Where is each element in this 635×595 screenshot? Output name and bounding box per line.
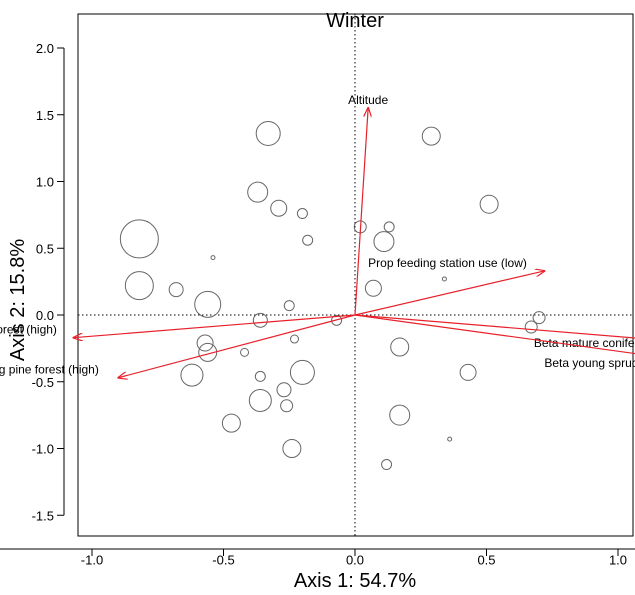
site-point-13 [124, 271, 154, 301]
site-point-3 [247, 181, 269, 203]
site-point-27 [240, 347, 250, 357]
site-point-40 [381, 459, 393, 471]
y-tick-label-3: -0.5 [32, 375, 54, 390]
site-point-17 [441, 276, 447, 282]
x-tick-label-3: -1.0 [81, 553, 103, 568]
vector-arrow-3 [74, 314, 356, 338]
vector-label-6: Beta young spruce forest (low) [544, 356, 635, 370]
site-point-28 [180, 363, 204, 387]
x-tick-label-6: 0.5 [477, 553, 495, 568]
vector-arrow-2 [354, 271, 544, 316]
vector-label-5: Beta mature conifer forest (high) [534, 336, 635, 350]
axes: -2.0-1.5-1.0-0.50.00.51.01.52.0-1.5-1.0-… [0, 41, 635, 568]
site-point-31 [390, 337, 410, 357]
site-point-1 [255, 120, 281, 146]
x-axis-label: Axis 1: 54.7% [294, 570, 417, 592]
y-tick-label-6: 1.0 [36, 175, 54, 190]
quadrant-labels: IIIIIIIV [0, 105, 635, 461]
site-points [119, 120, 546, 471]
y-tick-label-7: 1.5 [36, 108, 54, 123]
site-point-38 [447, 436, 453, 442]
x-tick-label-7: 1.0 [609, 553, 627, 568]
y-tick-label-2: -1.0 [32, 442, 54, 457]
site-point-8 [383, 221, 395, 233]
site-point-35 [280, 399, 294, 413]
site-point-5 [296, 208, 308, 220]
site-point-39 [282, 439, 302, 458]
site-point-2 [421, 126, 441, 146]
site-point-22 [524, 320, 538, 334]
site-point-14 [168, 282, 184, 298]
vector-arrow-6 [354, 314, 635, 355]
site-point-26 [198, 342, 218, 362]
site-point-37 [221, 413, 241, 433]
site-point-18 [283, 300, 295, 312]
site-point-10 [302, 234, 314, 246]
site-point-16 [364, 279, 382, 297]
site-point-20 [331, 314, 343, 326]
vector-arrow-4 [118, 314, 356, 378]
y-tick-label-1: -1.5 [32, 508, 54, 523]
vector-arrow-1 [354, 108, 368, 316]
y-tick-label-4: 0.0 [36, 308, 54, 323]
site-point-29 [289, 359, 315, 385]
vector-arrow-5 [354, 314, 635, 339]
y-tick-label-5: 0.5 [36, 241, 54, 256]
site-point-9 [373, 231, 395, 253]
x-tick-label-4: -0.5 [212, 553, 234, 568]
site-point-33 [276, 382, 292, 398]
site-point-36 [389, 404, 411, 426]
site-point-30 [254, 370, 266, 382]
site-point-21 [532, 311, 546, 325]
y-axis-label: Axis 2: 15.8% [7, 239, 29, 362]
site-point-6 [479, 194, 499, 214]
vector-label-1: Altitude [348, 93, 388, 107]
site-point-11 [119, 219, 159, 259]
site-point-19 [252, 312, 268, 328]
site-point-34 [248, 388, 272, 412]
site-point-4 [270, 199, 288, 217]
site-point-32 [459, 363, 477, 381]
site-point-25 [196, 334, 214, 352]
y-tick-label-8: 2.0 [36, 41, 54, 56]
x-tick-label-5: 0.0 [346, 553, 364, 568]
site-point-15 [194, 290, 222, 318]
site-point-24 [290, 334, 300, 344]
vector-label-2: Prop feeding station use (low) [368, 256, 527, 270]
vector-label-4: Beta young pine forest (high) [0, 363, 99, 377]
vector-label-3: Beta young spruce forest (high) [0, 323, 57, 337]
chart-title: Winter [326, 10, 384, 32]
environment-vectors: Altitude Prop feeding station use (low) Be… [0, 93, 635, 378]
site-point-12 [210, 255, 216, 261]
